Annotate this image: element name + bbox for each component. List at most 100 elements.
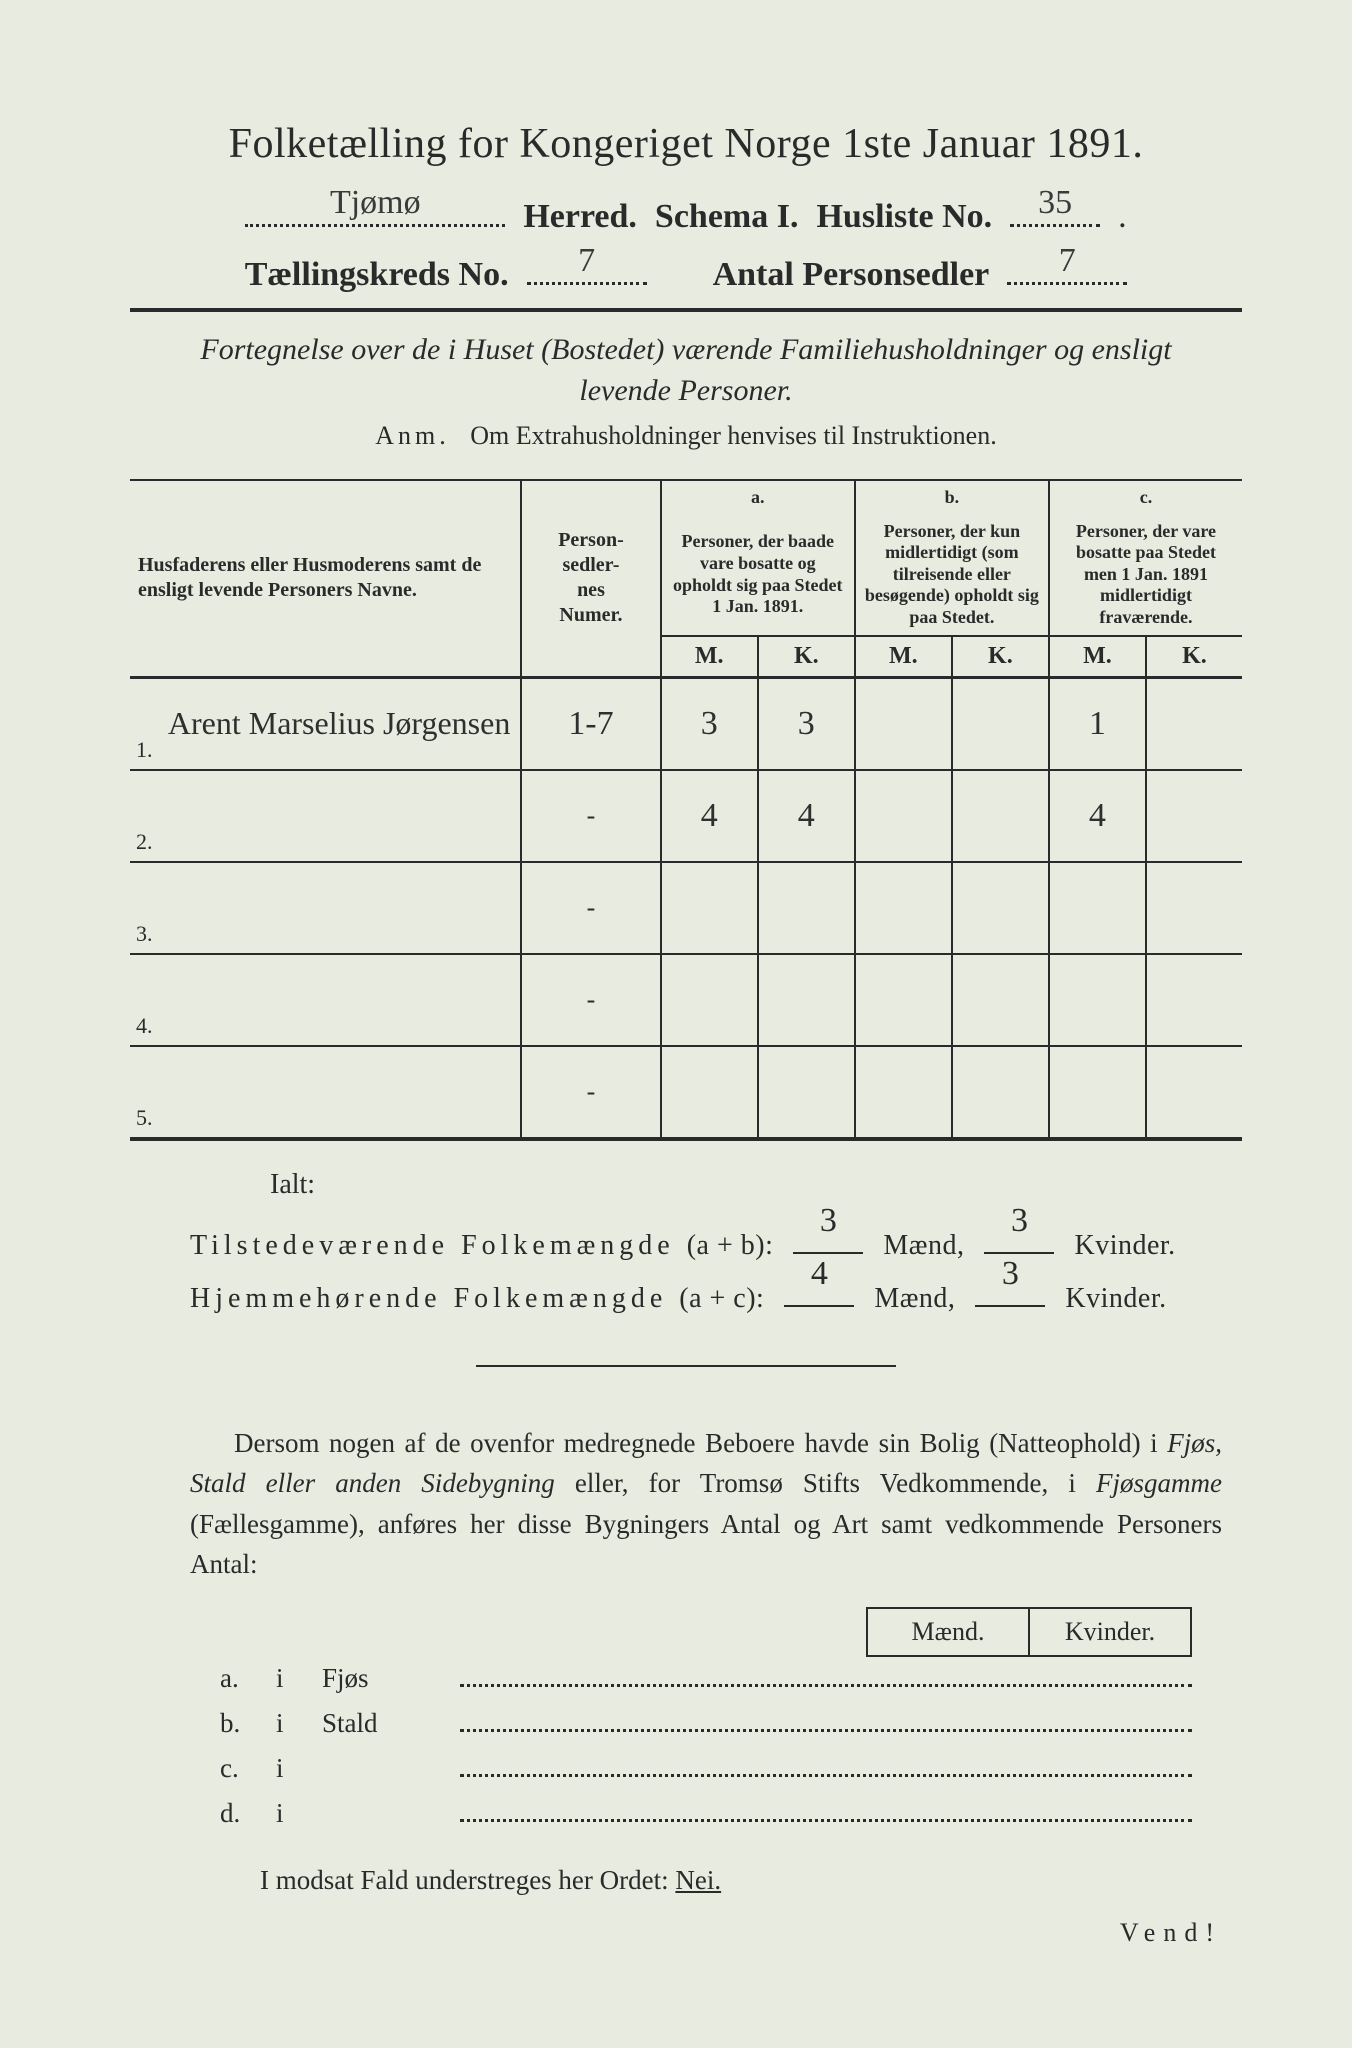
table-row: 4. -: [130, 954, 1242, 1046]
col-c-K: K.: [1146, 636, 1242, 678]
row-index: 3.: [136, 921, 153, 947]
col-b-M: M.: [855, 636, 952, 678]
row-index: 2.: [136, 829, 153, 855]
col-num-header: Person- sedler- nes Numer.: [521, 480, 661, 677]
row-value-cell: [855, 679, 952, 770]
col-a-label: a.: [661, 480, 855, 515]
col-a-text: Personer, der baade vare bosatte og opho…: [661, 515, 855, 636]
summary-line-ac: Hjemmehørende Folkemængde (a + c): 4 Mæn…: [190, 1272, 1242, 1325]
list-key: a.: [220, 1663, 248, 1694]
row-value-cell: [952, 954, 1049, 1046]
list-item: b.iStald: [220, 1708, 1192, 1739]
antal-field: 7: [1007, 254, 1127, 285]
row-value-cell: 4: [758, 770, 855, 862]
list-dots: [460, 1768, 1192, 1777]
list-i: i: [276, 1663, 294, 1694]
row-value-cell: [1049, 862, 1146, 954]
table-row: 3. -: [130, 862, 1242, 954]
household-table: Husfaderens eller Husmoderens samt de en…: [130, 479, 1242, 1141]
row-name-cell: 3.: [130, 862, 521, 954]
antal-label: Antal Personsedler: [713, 256, 990, 294]
kreds-value: 7: [527, 242, 647, 280]
husliste-period: .: [1118, 198, 1127, 236]
list-item: d.i: [220, 1798, 1192, 1829]
table-row: 1.Arent Marselius Jørgensen1-7331: [130, 679, 1242, 770]
row-value-cell: [952, 1046, 1049, 1139]
table-row: 5. -: [130, 1046, 1242, 1139]
census-form-page: Folketælling for Kongeriget Norge 1ste J…: [0, 0, 1352, 2048]
row-value-cell: [855, 1046, 952, 1139]
header-line-kreds: Tællingskreds No. 7 Antal Personsedler 7: [130, 254, 1242, 294]
form-subtitle: Fortegnelse over de i Huset (Bostedet) v…: [170, 330, 1202, 411]
row-num-cell: -: [521, 954, 661, 1046]
col-b-label: b.: [855, 480, 1049, 515]
table-row: 2.-444: [130, 770, 1242, 862]
row-num-cell: -: [521, 770, 661, 862]
mid-rule: [476, 1365, 896, 1367]
list-dots: [460, 1723, 1192, 1732]
row-value-cell: [952, 770, 1049, 862]
table-header-row-1: Husfaderens eller Husmoderens samt de en…: [130, 480, 1242, 515]
row-value-cell: [758, 862, 855, 954]
turn-over-label: Vend!: [1120, 1918, 1222, 1948]
list-i: i: [276, 1708, 294, 1739]
mk-kvinder-label: Kvinder.: [1028, 1607, 1192, 1657]
herred-label: Herred.: [523, 198, 637, 236]
row-value-cell: [1146, 679, 1242, 770]
row-index: 5.: [136, 1105, 153, 1131]
row-index: 4.: [136, 1013, 153, 1039]
col-b-K: K.: [952, 636, 1049, 678]
row-index: 1.: [136, 737, 153, 763]
col-c-M: M.: [1049, 636, 1146, 678]
list-dots: [460, 1813, 1192, 1822]
col-b-text: Personer, der kun midlertidigt (som tilr…: [855, 515, 1049, 636]
row-person-name: Arent Marselius Jørgensen: [168, 705, 510, 741]
row-name-cell: 4.: [130, 954, 521, 1046]
list-dots: [460, 1678, 1192, 1687]
col-a-K: K.: [758, 636, 855, 678]
anm-text: Om Extrahusholdninger henvises til Instr…: [470, 421, 996, 450]
row-num-cell: -: [521, 1046, 661, 1139]
row-value-cell: [1146, 862, 1242, 954]
row-value-cell: [855, 862, 952, 954]
row-value-cell: [661, 1046, 758, 1139]
row-value-cell: [952, 679, 1049, 770]
row-name-cell: 2.: [130, 770, 521, 862]
row-value-cell: [661, 862, 758, 954]
mk-maend-label: Mænd.: [866, 1607, 1028, 1657]
row-value-cell: [855, 954, 952, 1046]
husliste-label: Husliste No.: [816, 198, 992, 236]
row-num-cell: 1-7: [521, 679, 661, 770]
row-value-cell: 4: [661, 770, 758, 862]
list-i: i: [276, 1753, 294, 1784]
kreds-field: 7: [527, 254, 647, 285]
anm-label: Anm.: [375, 421, 450, 450]
nei-word: Nei.: [675, 1865, 721, 1895]
col-c-text: Personer, der vare bosatte paa Stedet me…: [1049, 515, 1242, 636]
list-label: Stald: [322, 1708, 432, 1739]
list-key: c.: [220, 1753, 248, 1784]
col-a-M: M.: [661, 636, 758, 678]
row-value-cell: [1146, 770, 1242, 862]
divider: [130, 308, 1242, 312]
row-name-cell: 1. Arent Marselius Jørgensen: [130, 679, 521, 770]
row-value-cell: [661, 954, 758, 1046]
row-value-cell: [1049, 1046, 1146, 1139]
col-name-header: Husfaderens eller Husmoderens samt de en…: [130, 480, 521, 677]
row-value-cell: [1049, 954, 1146, 1046]
summary-line-ab: Tilstedeværende Folkemængde (a + b): 3 M…: [190, 1219, 1242, 1272]
list-key: d.: [220, 1798, 248, 1829]
husliste-field: 35: [1010, 196, 1100, 227]
row-value-cell: 1: [1049, 679, 1146, 770]
row-value-cell: 3: [661, 679, 758, 770]
page-title: Folketælling for Kongeriget Norge 1ste J…: [130, 120, 1242, 168]
summary-block: Tilstedeværende Folkemængde (a + b): 3 M…: [190, 1219, 1242, 1325]
row-value-cell: 4: [1049, 770, 1146, 862]
antal-value: 7: [1007, 242, 1127, 280]
ialt-label: Ialt:: [270, 1169, 1242, 1201]
mk-header: Mænd. Kvinder.: [130, 1607, 1192, 1657]
kreds-label: Tællingskreds No.: [245, 256, 509, 294]
col-c-label: c.: [1049, 480, 1242, 515]
husliste-value: 35: [1010, 184, 1100, 222]
row-num-cell: -: [521, 862, 661, 954]
